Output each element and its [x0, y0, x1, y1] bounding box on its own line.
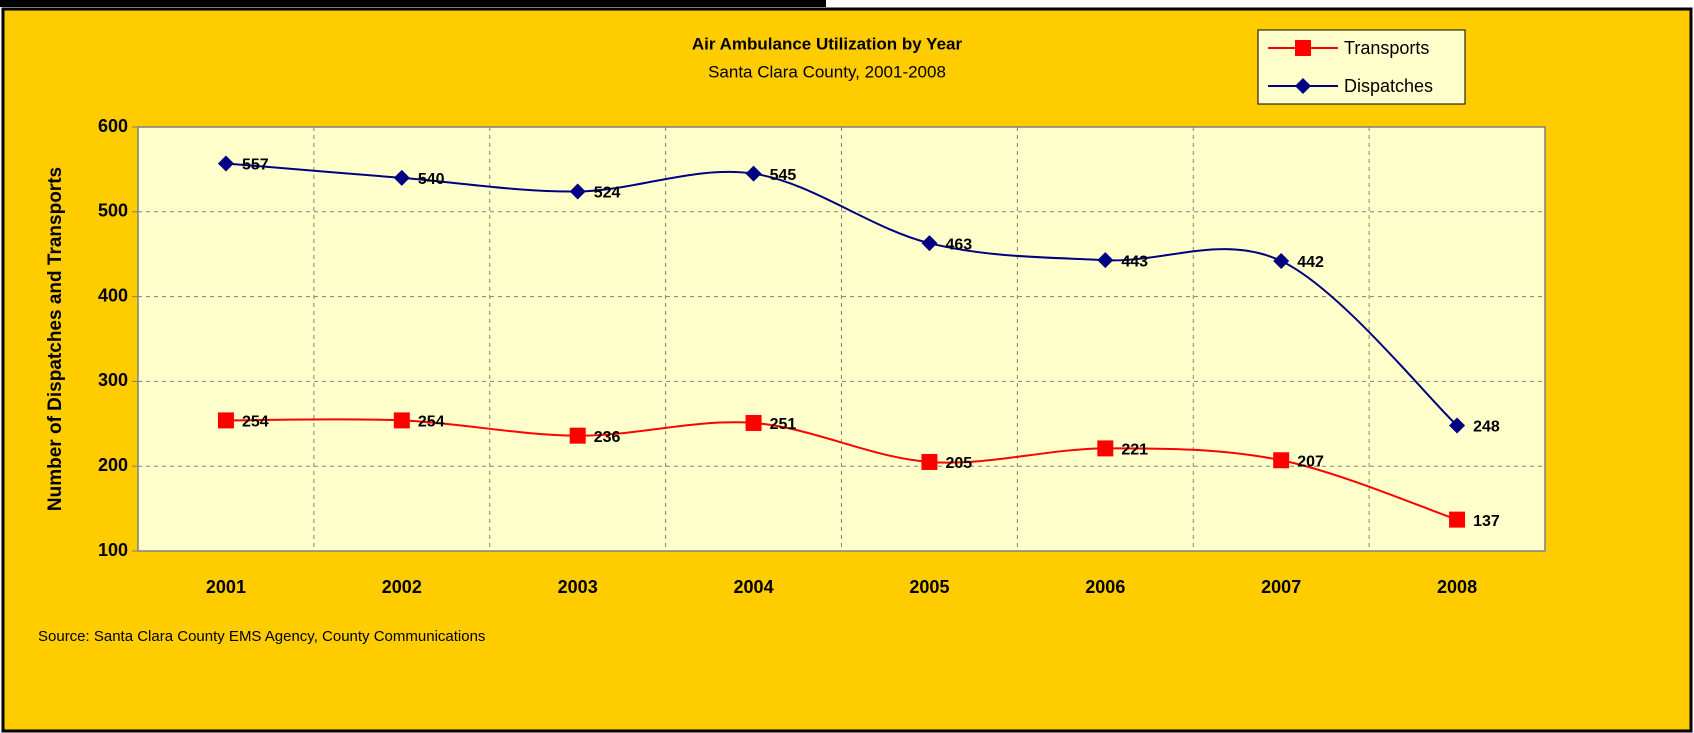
legend-label: Dispatches [1344, 76, 1433, 96]
x-tick-label: 2003 [558, 577, 598, 597]
legend-marker [1295, 40, 1311, 56]
data-point [1097, 252, 1114, 269]
series-line [225, 418, 1458, 521]
data-point [1097, 440, 1114, 457]
data-point [393, 412, 410, 429]
chart-subtitle: Santa Clara County, 2001-2008 [708, 62, 946, 81]
data-label: 236 [594, 429, 621, 446]
data-point [217, 155, 234, 172]
chart-title: Air Ambulance Utilization by Year [692, 34, 963, 53]
data-point [569, 427, 586, 444]
legend-box [1257, 29, 1466, 105]
top-bar [0, 0, 826, 7]
data-label: 254 [242, 414, 269, 431]
y-tick-label: 500 [98, 201, 128, 221]
data-label: 221 [1121, 442, 1148, 459]
data-label: 442 [1297, 254, 1324, 271]
data-label: 540 [418, 171, 445, 188]
x-tick-label: 2006 [1085, 577, 1125, 597]
legend-marker [1295, 78, 1311, 94]
x-tick-label: 2008 [1437, 577, 1477, 597]
data-label: 545 [770, 167, 797, 184]
y-tick-label: 400 [98, 285, 128, 305]
x-tick-label: 2007 [1261, 577, 1301, 597]
data-point [921, 235, 938, 252]
x-tick-label: 2002 [382, 577, 422, 597]
source-note: Source: Santa Clara County EMS Agency, C… [38, 628, 485, 645]
data-point [1449, 417, 1466, 434]
data-point [1449, 511, 1466, 528]
data-label: 463 [945, 236, 972, 253]
legend-label: Transports [1344, 38, 1429, 58]
y-tick-label: 200 [98, 455, 128, 475]
data-label: 205 [945, 455, 972, 472]
data-label: 557 [242, 157, 269, 174]
data-label: 137 [1473, 513, 1500, 530]
data-point [921, 453, 938, 470]
y-axis-label: Number of Dispatches and Transports [45, 167, 66, 511]
data-point [217, 412, 234, 429]
data-point [745, 414, 762, 431]
data-point [393, 169, 410, 186]
data-point [569, 183, 586, 200]
data-point [745, 165, 762, 182]
x-tick-label: 2001 [206, 577, 246, 597]
data-label: 248 [1473, 419, 1500, 436]
x-tick-label: 2004 [734, 577, 774, 597]
x-tick-label: 2005 [909, 577, 949, 597]
data-label: 443 [1121, 253, 1148, 270]
data-label: 254 [418, 414, 445, 431]
y-tick-label: 100 [98, 540, 128, 560]
data-point [1273, 252, 1290, 269]
data-point [1273, 452, 1290, 469]
data-label: 251 [770, 416, 797, 433]
data-label: 207 [1297, 453, 1324, 470]
y-tick-label: 600 [98, 116, 128, 136]
y-tick-label: 300 [98, 370, 128, 390]
data-label: 524 [594, 185, 621, 202]
